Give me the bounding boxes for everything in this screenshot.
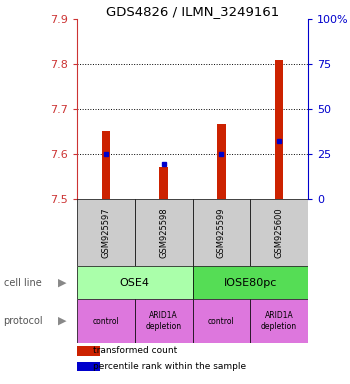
Bar [102, 131, 110, 199]
Text: ARID1A
depletion: ARID1A depletion [146, 311, 182, 331]
Text: GSM925598: GSM925598 [159, 207, 168, 258]
Bar [193, 299, 250, 343]
Bar [77, 266, 193, 299]
Bar [135, 299, 192, 343]
Bar [77, 346, 100, 356]
Bar [77, 199, 135, 266]
Text: cell line: cell line [4, 278, 41, 288]
Bar [159, 167, 168, 199]
Text: GSM925597: GSM925597 [102, 207, 110, 258]
Text: ▶: ▶ [58, 316, 66, 326]
Title: GDS4826 / ILMN_3249161: GDS4826 / ILMN_3249161 [106, 5, 279, 18]
Text: GSM925599: GSM925599 [217, 207, 226, 258]
Text: control: control [208, 316, 235, 326]
Text: transformed count: transformed count [93, 346, 177, 356]
Bar [77, 362, 100, 371]
Bar [275, 60, 284, 199]
Bar [193, 199, 250, 266]
Text: percentile rank within the sample: percentile rank within the sample [93, 362, 246, 371]
Text: IOSE80pc: IOSE80pc [224, 278, 277, 288]
Bar [217, 124, 226, 199]
Text: GSM925600: GSM925600 [275, 207, 284, 258]
Text: ▶: ▶ [58, 278, 66, 288]
Text: ARID1A
depletion: ARID1A depletion [261, 311, 297, 331]
Bar [250, 299, 308, 343]
Bar [250, 199, 308, 266]
Bar [193, 266, 308, 299]
Bar [135, 199, 192, 266]
Bar [77, 299, 135, 343]
Text: OSE4: OSE4 [120, 278, 150, 288]
Text: control: control [92, 316, 119, 326]
Text: protocol: protocol [4, 316, 43, 326]
